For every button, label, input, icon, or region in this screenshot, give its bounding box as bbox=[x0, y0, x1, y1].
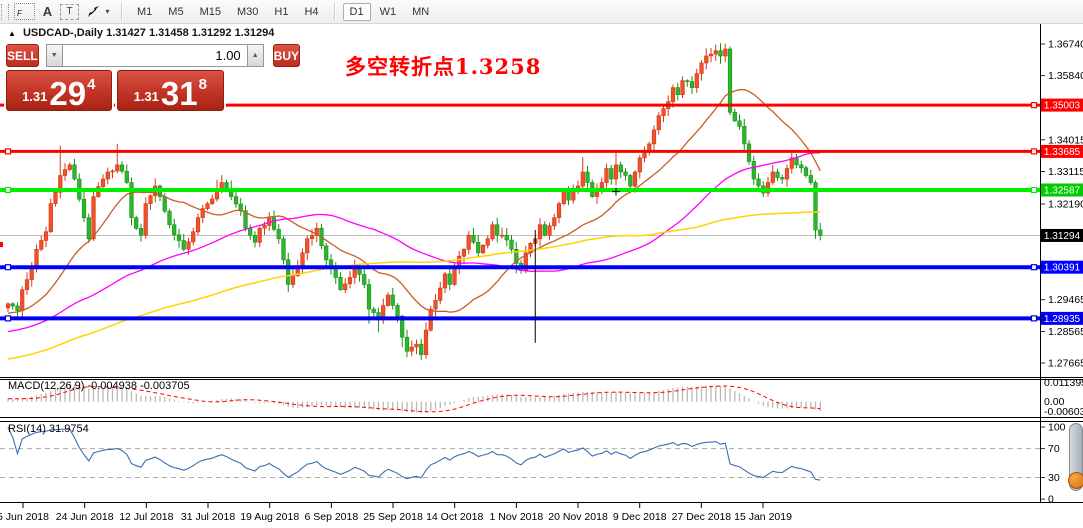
date-label: 19 Aug 2018 bbox=[240, 511, 299, 523]
price-badge-label: 1.28935 bbox=[1044, 314, 1081, 325]
timeframe-M5[interactable]: M5 bbox=[161, 3, 190, 21]
edge-red-tick bbox=[0, 242, 3, 248]
rsi-label: RSI(14) 31.9754 bbox=[8, 423, 89, 435]
price-tick-label: 1.36740 bbox=[1048, 39, 1083, 51]
timeframe-H4[interactable]: H4 bbox=[297, 3, 325, 21]
sell-button[interactable]: SELL bbox=[6, 44, 39, 67]
candlesticks bbox=[5, 43, 823, 360]
date-label: 31 Jul 2018 bbox=[181, 511, 235, 523]
date-label: 5 Jun 2018 bbox=[0, 511, 49, 523]
volume-increase-button[interactable]: ▲ bbox=[246, 44, 264, 67]
buy-price-sup: 8 bbox=[198, 76, 207, 93]
sell-price-box[interactable]: 1.31 29 4 bbox=[6, 70, 112, 111]
price-badge-label: 1.30391 bbox=[1044, 263, 1081, 274]
volume-decrease-button[interactable]: ▼ bbox=[45, 44, 63, 67]
date-label: 25 Sep 2018 bbox=[363, 511, 423, 523]
timeframe-M15[interactable]: M15 bbox=[193, 3, 228, 21]
date-label: 15 Jan 2019 bbox=[734, 511, 792, 523]
collapse-icon[interactable]: ▲ bbox=[8, 29, 16, 38]
buy-price-box[interactable]: 1.31 31 8 bbox=[116, 70, 224, 112]
moving-averages bbox=[7, 89, 821, 360]
price-tick-label: 1.34015 bbox=[1048, 134, 1083, 146]
time-axis[interactable]: 5 Jun 2018 24 Jun 2018 12 Jul 2018 31 Jul 2… bbox=[0, 503, 792, 523]
price-badge bbox=[1041, 260, 1083, 274]
ohlc-values: 1.31427 1.31458 1.31292 1.31294 bbox=[106, 27, 275, 39]
buy-price-prefix: 1.31 bbox=[133, 89, 159, 104]
sell-price-prefix: 1.31 bbox=[22, 89, 48, 104]
price-badge-label: 1.31294 bbox=[1044, 231, 1081, 242]
move-cursor-icon[interactable] bbox=[85, 3, 102, 20]
rsi-axis-label: 30 bbox=[1048, 472, 1060, 484]
sell-price-sup: 4 bbox=[87, 76, 96, 93]
rsi-line bbox=[7, 426, 821, 481]
timeframe-M1[interactable]: M1 bbox=[130, 3, 159, 21]
frame-f-icon[interactable]: F bbox=[14, 3, 35, 20]
buy-button[interactable]: BUY bbox=[272, 44, 301, 67]
floating-scrollbar[interactable] bbox=[1068, 423, 1083, 491]
macd-axis-label: 0.011395 bbox=[1044, 377, 1083, 389]
timeframe-buttons: M1 M5 M15 M30 H1 H4 D1 W1 MN bbox=[129, 2, 437, 21]
price-badge-label: 1.32587 bbox=[1044, 186, 1081, 197]
symbol-period-label: USDCAD-,Daily bbox=[22, 27, 104, 39]
price-badge bbox=[1041, 311, 1083, 325]
timeframe-M30[interactable]: M30 bbox=[230, 3, 265, 21]
plus-marker-object[interactable] bbox=[612, 187, 620, 196]
macd-panel[interactable] bbox=[7, 384, 821, 414]
macd-label: MACD(12,26,9) -0.004938 -0.003705 bbox=[8, 380, 190, 392]
timeframe-D1[interactable]: D1 bbox=[342, 2, 371, 21]
price-tick-label: 1.33115 bbox=[1048, 166, 1083, 178]
price-tick-label: 1.32190 bbox=[1048, 198, 1083, 210]
macd-axis-label: -0.00603 bbox=[1044, 406, 1083, 418]
price-badge bbox=[1041, 98, 1083, 112]
price-badge bbox=[1041, 228, 1083, 242]
ma-120-line bbox=[7, 211, 821, 360]
toolbar-separator bbox=[121, 3, 122, 20]
toolbar-grip[interactable] bbox=[1, 3, 9, 20]
volume-input[interactable] bbox=[62, 44, 247, 67]
scroll-ball-icon[interactable] bbox=[1068, 472, 1083, 489]
rsi-axis-label: 100 bbox=[1048, 422, 1066, 434]
ma-20-line bbox=[7, 89, 821, 314]
dropdown-caret-icon[interactable]: ▾ bbox=[105, 7, 110, 16]
date-label: 14 Oct 2018 bbox=[426, 511, 483, 523]
macd-axis-label: 0.00 bbox=[1044, 396, 1065, 408]
price-tick-label: 1.29465 bbox=[1048, 294, 1083, 306]
chart-title: ▲ USDCAD-,Daily 1.31427 1.31458 1.31292 … bbox=[8, 27, 274, 39]
text-label-icon[interactable]: T bbox=[60, 3, 79, 20]
ma-60-line bbox=[7, 152, 821, 333]
main-plot[interactable] bbox=[0, 43, 1040, 360]
price-badge bbox=[1041, 144, 1083, 158]
date-label: 9 Dec 2018 bbox=[613, 511, 667, 523]
rsi-axis-label: 70 bbox=[1048, 443, 1060, 455]
date-label: 1 Nov 2018 bbox=[490, 511, 544, 523]
toolbar-separator bbox=[333, 3, 335, 20]
level-lines[interactable] bbox=[0, 101, 1040, 322]
price-badge bbox=[1041, 183, 1083, 197]
price-tick-label: 1.28565 bbox=[1048, 326, 1083, 338]
macd-signal-line bbox=[8, 385, 821, 413]
price-badge-label: 1.35003 bbox=[1044, 101, 1081, 112]
timeframe-W1[interactable]: W1 bbox=[373, 3, 404, 21]
date-label: 27 Dec 2018 bbox=[672, 511, 732, 523]
rsi-panel[interactable] bbox=[0, 426, 1040, 481]
sell-price-big: 29 bbox=[49, 74, 87, 112]
date-label: 6 Sep 2018 bbox=[304, 511, 358, 523]
date-label: 12 Jul 2018 bbox=[119, 511, 173, 523]
date-label: 24 Jun 2018 bbox=[56, 511, 114, 523]
timeframe-MN[interactable]: MN bbox=[405, 3, 436, 21]
text-tool-a-icon[interactable]: A bbox=[42, 4, 53, 19]
price-tick-label: 1.35840 bbox=[1048, 70, 1083, 82]
price-axis[interactable]: 1.36740 1.35840 1.34015 1.33115 1.32190 1.294… bbox=[1041, 39, 1083, 506]
date-label: 20 Nov 2018 bbox=[548, 511, 608, 523]
rsi-axis-label: 0 bbox=[1048, 494, 1054, 506]
chart-text-annotation[interactable]: 多空转折点1.3258 bbox=[345, 54, 542, 79]
timeframe-H1[interactable]: H1 bbox=[267, 3, 295, 21]
toolbar: F A T ▾ M1 M5 M15 M30 H1 H4 D1 W1 MN bbox=[0, 0, 1083, 24]
price-tick-label: 1.27665 bbox=[1048, 358, 1083, 370]
buy-price-big: 31 bbox=[160, 74, 198, 112]
price-badge-label: 1.33685 bbox=[1044, 147, 1081, 158]
